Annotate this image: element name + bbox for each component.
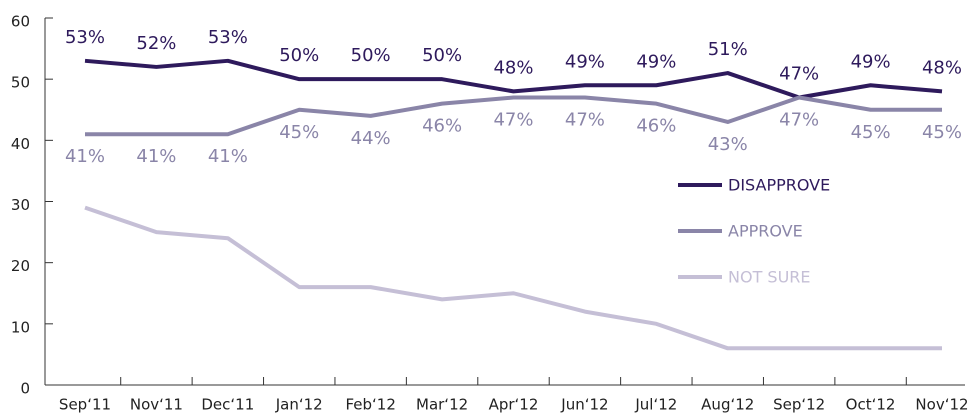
data-label: 41% — [65, 146, 105, 167]
data-label: 51% — [708, 39, 748, 60]
x-tick-label: Oct‘12 — [846, 396, 896, 414]
x-tick-label: Aug‘12 — [701, 396, 754, 414]
x-tick-label: Sep‘12 — [773, 396, 825, 414]
data-label: 50% — [279, 45, 319, 66]
y-tick-label: 0 — [20, 380, 30, 398]
data-label: 53% — [208, 27, 248, 48]
data-label: 47% — [493, 110, 533, 131]
x-tick-label: Nov‘11 — [130, 396, 183, 414]
data-label: 41% — [136, 146, 176, 167]
data-label: 43% — [708, 134, 748, 155]
y-tick-label: 30 — [11, 196, 30, 214]
data-label: 48% — [922, 57, 962, 78]
data-label: 46% — [422, 116, 462, 137]
data-label: 49% — [565, 51, 605, 72]
data-label: 44% — [351, 128, 391, 149]
x-tick-label: Feb‘12 — [345, 396, 395, 414]
x-tick-label: Jul‘12 — [634, 396, 677, 414]
x-tick-label: Apr‘12 — [489, 396, 539, 414]
data-label: 47% — [565, 110, 605, 131]
data-label: 47% — [779, 110, 819, 131]
data-label: 50% — [422, 45, 462, 66]
y-tick-label: 20 — [11, 257, 30, 275]
x-tick-label: Sep‘11 — [59, 396, 111, 414]
y-tick-label: 10 — [11, 318, 30, 336]
y-tick-label: 60 — [11, 13, 30, 31]
legend-label: DISAPPROVE — [728, 176, 830, 195]
series-line — [84, 205, 942, 351]
data-label: 50% — [351, 45, 391, 66]
data-label: 45% — [922, 122, 962, 143]
data-label: 49% — [851, 51, 891, 72]
legend-label: APPROVE — [728, 222, 803, 241]
data-label: 48% — [493, 57, 533, 78]
y-tick-label: 40 — [11, 135, 30, 153]
data-label: 52% — [136, 33, 176, 54]
x-tick-label: Jun‘12 — [560, 396, 608, 414]
data-label: 53% — [65, 27, 105, 48]
data-label: 45% — [279, 122, 319, 143]
legend-label: NOT SURE — [728, 268, 811, 287]
series-line — [85, 95, 942, 137]
x-tick-label: Dec‘11 — [201, 396, 254, 414]
data-label: 46% — [636, 116, 676, 137]
data-label: 45% — [851, 122, 891, 143]
data-label: 49% — [636, 51, 676, 72]
data-label: 41% — [208, 146, 248, 167]
data-label: 47% — [779, 64, 819, 85]
x-tick-label: Jan‘12 — [275, 396, 323, 414]
y-tick-label: 50 — [11, 74, 30, 92]
x-tick-label: Nov‘12 — [915, 396, 968, 414]
x-tick-label: Mar‘12 — [416, 396, 468, 414]
